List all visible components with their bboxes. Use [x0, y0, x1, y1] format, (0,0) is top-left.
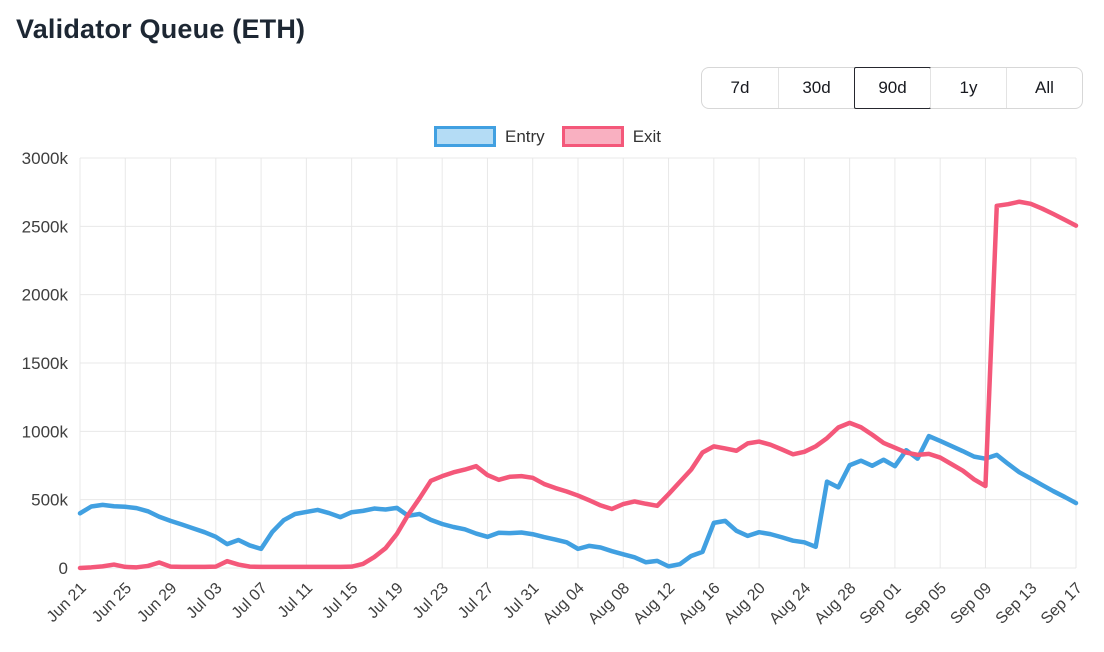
- x-tick-label: Jul 23: [410, 580, 452, 622]
- range-button-7d[interactable]: 7d: [730, 78, 750, 97]
- range-button-all[interactable]: All: [1006, 68, 1082, 108]
- grid-lines: [79, 157, 1077, 569]
- page-title: Validator Queue (ETH): [16, 14, 306, 44]
- range-button-1y[interactable]: 1y: [930, 68, 1006, 108]
- exit-line: [77, 199, 1079, 571]
- x-tick-label: Jun 25: [89, 580, 135, 626]
- x-tick-label: Jul 31: [500, 580, 542, 622]
- x-tick-label: Sep 05: [902, 580, 950, 628]
- y-tick-label: 0: [59, 559, 68, 578]
- x-tick-label: Jul 19: [365, 580, 407, 622]
- x-tick-label: Aug 04: [540, 580, 588, 628]
- x-tick-label: Jul 11: [275, 580, 316, 621]
- legend-label: Entry: [505, 126, 545, 146]
- chart-legend: Entry Exit: [434, 126, 661, 147]
- x-tick-label: Sep 17: [1038, 580, 1086, 628]
- time-range-button-group: 7d 30d 90d 1y All: [701, 67, 1083, 109]
- x-tick-label: Jul 03: [183, 580, 225, 622]
- y-tick-label: 1000k: [22, 422, 69, 441]
- x-tick-label: Aug 28: [812, 580, 860, 628]
- y-tick-label: 2500k: [22, 217, 69, 236]
- y-tick-label: 3000k: [22, 149, 69, 168]
- legend-item-exit[interactable]: Exit: [561, 126, 662, 147]
- y-tick-label: 2000k: [22, 286, 69, 305]
- x-axis-labels: Jun 21 Jun 25 Jun 29 Jul 03 Jul 07 Jul 11 Jul …: [44, 580, 1086, 628]
- x-tick-label: Aug 16: [676, 580, 724, 628]
- x-tick-label: Aug 24: [766, 580, 814, 628]
- x-tick-label: Aug 08: [585, 580, 633, 628]
- legend-item-entry[interactable]: Entry: [434, 126, 545, 147]
- y-tick-label: 500k: [31, 491, 68, 510]
- x-tick-label: Jul 27: [455, 580, 497, 622]
- y-axis-labels: 0 500k 1000k 1500k 2000k 2500k 3000k: [22, 149, 69, 578]
- x-tick-label: Aug 12: [630, 580, 678, 628]
- x-tick-label: Jul 07: [229, 580, 271, 622]
- x-tick-label: Jul 15: [319, 580, 361, 622]
- y-tick-label: 1500k: [22, 354, 69, 373]
- legend-swatch-exit: [561, 126, 624, 147]
- range-button-30d[interactable]: 30d: [778, 68, 854, 108]
- x-tick-label: Jun 21: [44, 580, 90, 626]
- x-tick-label: Sep 09: [947, 580, 995, 628]
- x-tick-label: Sep 13: [993, 580, 1041, 628]
- x-tick-label: Jun 29: [134, 580, 180, 626]
- x-tick-label: Sep 01: [857, 580, 905, 628]
- legend-label: Exit: [632, 126, 662, 146]
- legend-swatch-entry: [434, 126, 496, 147]
- x-tick-label: Aug 20: [721, 580, 769, 628]
